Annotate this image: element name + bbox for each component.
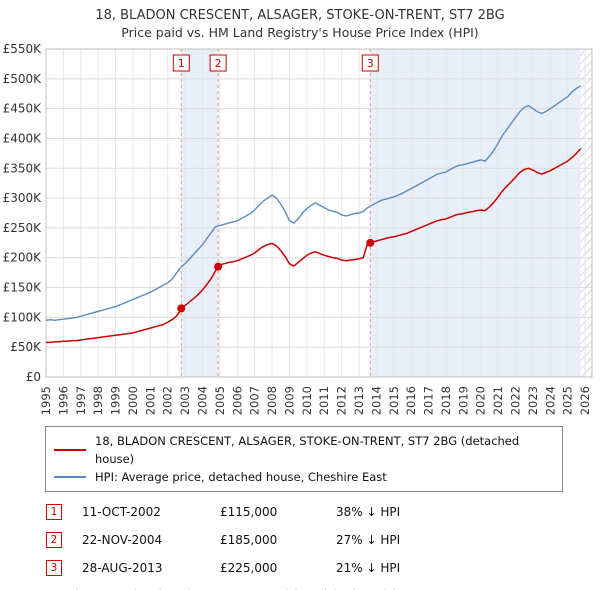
- transaction-row-3: 3 28-AUG-2013 £225,000 21% ↓ HPI: [46, 560, 600, 576]
- transaction-2-date: 22-NOV-2004: [82, 533, 163, 547]
- transaction-1-hpi-diff: 38% ↓ HPI: [336, 505, 401, 519]
- svg-text:£550K: £550K: [3, 42, 43, 56]
- legend-row-hpi: HPI: Average price, detached house, Ches…: [54, 468, 554, 486]
- transaction-1-price: £115,000: [220, 505, 278, 519]
- svg-text:2007: 2007: [248, 386, 262, 415]
- svg-text:2: 2: [215, 57, 222, 70]
- svg-text:2017: 2017: [422, 386, 436, 415]
- transaction-3-hpi-diff: 21% ↓ HPI: [336, 561, 401, 575]
- svg-text:2000: 2000: [126, 386, 140, 415]
- svg-text:2025: 2025: [561, 386, 575, 415]
- transaction-1-date: 11-OCT-2002: [82, 505, 161, 519]
- svg-text:2002: 2002: [161, 386, 175, 415]
- chart-legend: 18, BLADON CRESCENT, ALSAGER, STOKE-ON-T…: [45, 426, 563, 492]
- svg-text:2006: 2006: [230, 386, 244, 415]
- page-title: 18, BLADON CRESCENT, ALSAGER, STOKE-ON-T…: [95, 8, 505, 23]
- svg-text:£300K: £300K: [3, 191, 43, 205]
- transaction-2-marker: 2: [46, 532, 62, 548]
- svg-text:3: 3: [367, 57, 374, 70]
- svg-text:2021: 2021: [491, 386, 505, 415]
- svg-text:2026: 2026: [578, 386, 592, 415]
- svg-text:2003: 2003: [178, 386, 192, 415]
- svg-text:1995: 1995: [39, 386, 53, 415]
- svg-text:1: 1: [178, 57, 185, 70]
- svg-text:£350K: £350K: [3, 161, 43, 175]
- svg-text:2009: 2009: [282, 386, 296, 415]
- transaction-row-2: 2 22-NOV-2004 £185,000 27% ↓ HPI: [46, 532, 600, 548]
- svg-text:£400K: £400K: [3, 131, 43, 145]
- svg-text:2019: 2019: [456, 386, 470, 415]
- transaction-3-price: £225,000: [220, 561, 278, 575]
- svg-text:£200K: £200K: [3, 251, 43, 265]
- svg-text:1997: 1997: [74, 386, 88, 415]
- page-subtitle: Price paid vs. HM Land Registry's House …: [121, 25, 479, 40]
- svg-text:2016: 2016: [404, 386, 418, 415]
- transaction-2-hpi-diff: 27% ↓ HPI: [336, 533, 401, 547]
- svg-text:2011: 2011: [317, 386, 331, 415]
- svg-text:2008: 2008: [265, 386, 279, 415]
- svg-text:2020: 2020: [474, 386, 488, 415]
- svg-text:£250K: £250K: [3, 221, 43, 235]
- svg-text:2023: 2023: [526, 386, 540, 415]
- red-line-sample: [54, 449, 86, 451]
- blue-line-sample: [54, 476, 86, 478]
- price-chart: 1995 1996 1997 1998 1999 2000 2001 2002 2003 2004…: [3, 42, 593, 415]
- transaction-list: 1 11-OCT-2002 £115,000 38% ↓ HPI 2 22-NO…: [46, 504, 600, 576]
- svg-text:2001: 2001: [143, 386, 157, 415]
- svg-text:1996: 1996: [56, 386, 70, 415]
- svg-text:2012: 2012: [335, 386, 349, 415]
- transaction-3-date: 28-AUG-2013: [82, 561, 163, 575]
- legend-row-property: 18, BLADON CRESCENT, ALSAGER, STOKE-ON-T…: [54, 432, 554, 468]
- legend-label-property: 18, BLADON CRESCENT, ALSAGER, STOKE-ON-T…: [95, 434, 520, 466]
- svg-text:£500K: £500K: [3, 72, 43, 86]
- svg-text:2014: 2014: [369, 386, 383, 415]
- svg-text:2013: 2013: [352, 386, 366, 415]
- svg-text:2005: 2005: [213, 386, 227, 415]
- transaction-3-marker: 3: [46, 560, 62, 576]
- svg-text:£100K: £100K: [3, 310, 43, 324]
- transaction-row-1: 1 11-OCT-2002 £115,000 38% ↓ HPI: [46, 504, 600, 520]
- legend-label-hpi: HPI: Average price, detached house, Ches…: [95, 470, 387, 484]
- svg-text:2022: 2022: [508, 386, 522, 415]
- chart-header: 18, BLADON CRESCENT, ALSAGER, STOKE-ON-T…: [0, 0, 600, 41]
- svg-text:£50K: £50K: [10, 340, 42, 354]
- svg-text:2010: 2010: [300, 386, 314, 415]
- svg-text:2004: 2004: [195, 386, 209, 415]
- svg-text:2015: 2015: [387, 386, 401, 415]
- svg-text:£450K: £450K: [3, 102, 43, 116]
- transaction-2-price: £185,000: [220, 533, 278, 547]
- svg-text:£150K: £150K: [3, 281, 43, 295]
- transaction-1-marker: 1: [46, 504, 62, 520]
- svg-text:2018: 2018: [439, 386, 453, 415]
- svg-text:1998: 1998: [91, 386, 105, 415]
- svg-text:1999: 1999: [109, 386, 123, 415]
- svg-text:2024: 2024: [543, 386, 557, 415]
- svg-text:£0: £0: [26, 370, 41, 384]
